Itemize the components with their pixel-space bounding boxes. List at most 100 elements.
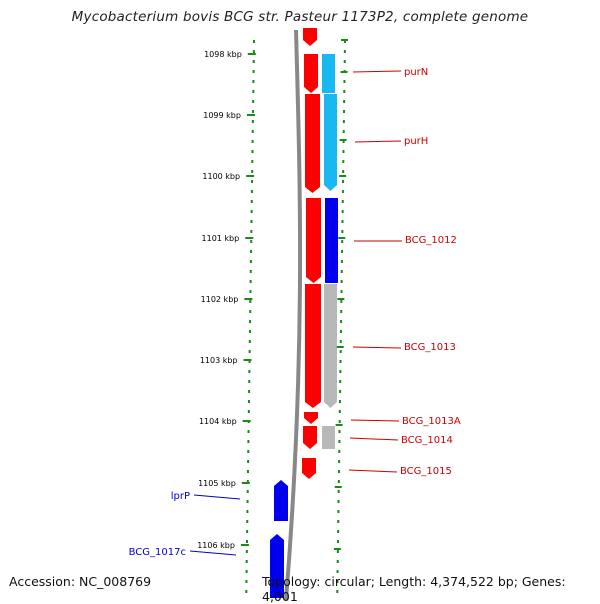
cds-BCG-1013[interactable] xyxy=(324,284,337,408)
guide-dot xyxy=(340,320,343,323)
cds-BCG-1014[interactable] xyxy=(322,426,335,449)
guide-dot xyxy=(251,130,254,133)
guide-dot xyxy=(339,380,342,383)
guide-dot xyxy=(336,560,339,563)
gene-labels[interactable]: purN purH BCG_1012 BCG_1013 BCG_1013A BCG_101… xyxy=(129,67,461,558)
guide-dot xyxy=(251,150,254,153)
guide-tick-mark xyxy=(335,424,343,426)
gene-feature-top[interactable] xyxy=(303,28,317,46)
guide-tick-mark xyxy=(337,298,345,300)
gene-label-bcg-1012[interactable]: BCG_1012 xyxy=(405,235,457,246)
gene-label-bcg-1017c[interactable]: BCG_1017c xyxy=(129,547,186,558)
gene-feature-BCG-1013A[interactable] xyxy=(304,412,318,424)
gene-label-purh[interactable]: purH xyxy=(404,136,428,147)
guide-dot xyxy=(339,390,342,393)
guide-dot xyxy=(252,100,255,103)
guide-dot xyxy=(341,190,344,193)
guide-dot xyxy=(342,120,345,123)
guide-dot xyxy=(248,370,251,373)
guide-dot xyxy=(252,80,255,83)
scale-tick-label: 1106 kbp xyxy=(197,541,235,550)
guide-tick-mark xyxy=(336,346,344,348)
guide-dot xyxy=(342,150,345,153)
leader-line-bcg-1013a xyxy=(350,419,400,422)
guide-dot xyxy=(245,590,248,593)
guide-dot xyxy=(338,410,341,413)
guide-dot xyxy=(249,290,252,293)
leader-line-bcg-1013 xyxy=(352,346,402,349)
guide-dot xyxy=(337,510,340,513)
guide-dot xyxy=(341,230,344,233)
guide-dot xyxy=(252,60,255,63)
guide-dot xyxy=(251,170,254,173)
guide-dot xyxy=(344,40,346,43)
guide-dot xyxy=(339,360,342,363)
guide-dot xyxy=(247,460,250,463)
guide-dot xyxy=(340,290,343,293)
guide-dot xyxy=(245,580,248,583)
guide-tick-mark xyxy=(339,175,347,177)
guide-dot xyxy=(342,140,345,143)
guide-dot xyxy=(248,350,251,353)
guide-dot xyxy=(338,450,341,453)
guide-dot xyxy=(337,540,339,543)
guide-dot xyxy=(343,100,346,103)
gene-label-lprp[interactable]: lprP xyxy=(171,491,190,502)
gene-feature-BCG-1015[interactable] xyxy=(302,458,316,479)
guide-dot xyxy=(342,180,345,183)
guide-dot xyxy=(337,470,340,473)
leader-line-bcg-1017c xyxy=(189,550,237,556)
guide-dot xyxy=(338,400,341,403)
genome-backbone xyxy=(284,29,303,600)
gene-feature-purH[interactable] xyxy=(305,94,320,193)
guide-dot xyxy=(248,330,251,333)
guide-dot xyxy=(248,380,251,383)
gene-feature-BCG-1012[interactable] xyxy=(306,198,321,283)
guide-dot xyxy=(245,560,248,563)
gene-feature-BCG-1013[interactable] xyxy=(305,284,321,408)
guide-dot xyxy=(336,580,339,583)
guide-dot xyxy=(252,70,255,73)
scale-tick-label: 1104 kbp xyxy=(199,417,237,426)
dotted-guides xyxy=(245,40,346,593)
scale-tick-label: 1100 kbp xyxy=(202,172,240,181)
scale-tick-label: 1099 kbp xyxy=(203,111,241,120)
gene-feature-BCG-1014[interactable] xyxy=(303,426,317,449)
guide-dot xyxy=(251,120,254,123)
genome-title: Mycobacterium bovis BCG str. Pasteur 117… xyxy=(71,9,529,25)
scale-tick-mark xyxy=(244,298,253,300)
gene-label-bcg-1014[interactable]: BCG_1014 xyxy=(401,435,453,446)
guide-dot xyxy=(343,90,346,93)
gene-feature-purN[interactable] xyxy=(304,54,318,93)
cds-purN[interactable] xyxy=(322,54,335,93)
accession-text: Accession: NC_008769 xyxy=(9,574,152,589)
scale-tick-mark xyxy=(246,175,255,177)
guide-dot xyxy=(337,490,340,493)
guide-dot xyxy=(250,230,253,233)
gene-label-bcg-1015[interactable]: BCG_1015 xyxy=(400,466,452,477)
guide-dot xyxy=(336,550,339,553)
guide-dot xyxy=(338,460,341,463)
gene-label-bcg-1013a[interactable]: BCG_1013A xyxy=(402,416,461,427)
guide-dot xyxy=(249,280,252,283)
scale-tick-label: 1103 kbp xyxy=(200,356,238,365)
guide-dot xyxy=(251,160,254,163)
guide-dot xyxy=(245,570,248,573)
gene-feature-BCG-1017c[interactable] xyxy=(270,534,284,598)
guide-dot xyxy=(337,530,340,533)
guide-tick-mark xyxy=(333,548,341,550)
guide-dot xyxy=(336,570,339,573)
gene-label-bcg-1013[interactable]: BCG_1013 xyxy=(404,342,456,353)
gene-label-purn[interactable]: purN xyxy=(404,67,428,78)
guide-tick-mark xyxy=(338,237,346,239)
scale-tick-mark xyxy=(242,420,251,422)
scale-tick-mark xyxy=(240,544,249,546)
gene-feature-lprP[interactable] xyxy=(274,480,288,521)
guide-dot xyxy=(248,390,251,393)
guide-dot xyxy=(338,420,341,423)
cds-BCG-1012[interactable] xyxy=(325,198,338,283)
cds-purH[interactable] xyxy=(324,94,337,191)
guide-dot xyxy=(248,340,251,343)
scale-tick-label: 1105 kbp xyxy=(198,479,236,488)
